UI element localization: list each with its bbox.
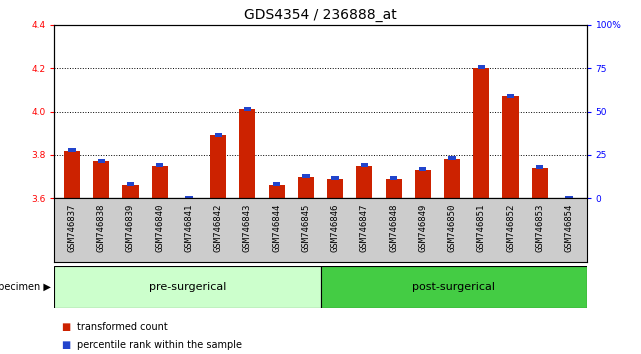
- Bar: [127, 183, 134, 187]
- Text: post-surgerical: post-surgerical: [412, 282, 495, 292]
- Bar: [531, 168, 548, 198]
- Text: ■: ■: [61, 340, 70, 350]
- Bar: [93, 161, 110, 198]
- Bar: [385, 179, 402, 198]
- Bar: [244, 107, 251, 110]
- Bar: [152, 166, 168, 198]
- Bar: [215, 133, 222, 137]
- Text: GSM746853: GSM746853: [535, 203, 544, 252]
- FancyBboxPatch shape: [54, 266, 320, 308]
- Bar: [478, 65, 485, 69]
- Bar: [210, 135, 226, 198]
- Bar: [536, 165, 544, 169]
- Text: GSM746843: GSM746843: [243, 203, 252, 252]
- Bar: [449, 156, 456, 160]
- Bar: [473, 68, 489, 198]
- Text: GSM746852: GSM746852: [506, 203, 515, 252]
- Text: transformed count: transformed count: [77, 322, 168, 332]
- Bar: [122, 185, 138, 198]
- Bar: [273, 183, 280, 187]
- Text: GSM746850: GSM746850: [447, 203, 456, 252]
- Bar: [503, 96, 519, 198]
- Text: GSM746854: GSM746854: [565, 203, 574, 252]
- Bar: [390, 176, 397, 180]
- Bar: [565, 195, 572, 199]
- Text: pre-surgerical: pre-surgerical: [149, 282, 226, 292]
- Bar: [302, 174, 310, 178]
- Bar: [415, 170, 431, 198]
- Text: GSM746851: GSM746851: [477, 203, 486, 252]
- Text: GSM746846: GSM746846: [331, 203, 340, 252]
- Bar: [185, 195, 192, 199]
- Text: specimen ▶: specimen ▶: [0, 282, 51, 292]
- Bar: [356, 166, 372, 198]
- Text: GSM746837: GSM746837: [67, 203, 76, 252]
- Bar: [97, 159, 105, 162]
- Text: GSM746839: GSM746839: [126, 203, 135, 252]
- Text: GSM746845: GSM746845: [301, 203, 310, 252]
- Text: percentile rank within the sample: percentile rank within the sample: [77, 340, 242, 350]
- Text: GSM746849: GSM746849: [419, 203, 428, 252]
- Bar: [269, 185, 285, 198]
- Text: GSM746842: GSM746842: [213, 203, 222, 252]
- Text: GSM746848: GSM746848: [389, 203, 398, 252]
- Bar: [444, 159, 460, 198]
- Bar: [419, 167, 426, 171]
- Bar: [507, 93, 514, 97]
- Text: GSM746844: GSM746844: [272, 203, 281, 252]
- Bar: [156, 163, 163, 167]
- Text: ■: ■: [61, 322, 70, 332]
- Title: GDS4354 / 236888_at: GDS4354 / 236888_at: [244, 8, 397, 22]
- Text: GSM746841: GSM746841: [185, 203, 194, 252]
- Text: GSM746840: GSM746840: [155, 203, 164, 252]
- FancyBboxPatch shape: [320, 266, 587, 308]
- Bar: [298, 177, 314, 198]
- Bar: [327, 179, 343, 198]
- Text: GSM746847: GSM746847: [360, 203, 369, 252]
- Bar: [361, 163, 368, 167]
- Bar: [69, 148, 76, 152]
- Text: GSM746838: GSM746838: [97, 203, 106, 252]
- Bar: [239, 109, 256, 198]
- Bar: [331, 176, 339, 180]
- Bar: [64, 150, 80, 198]
